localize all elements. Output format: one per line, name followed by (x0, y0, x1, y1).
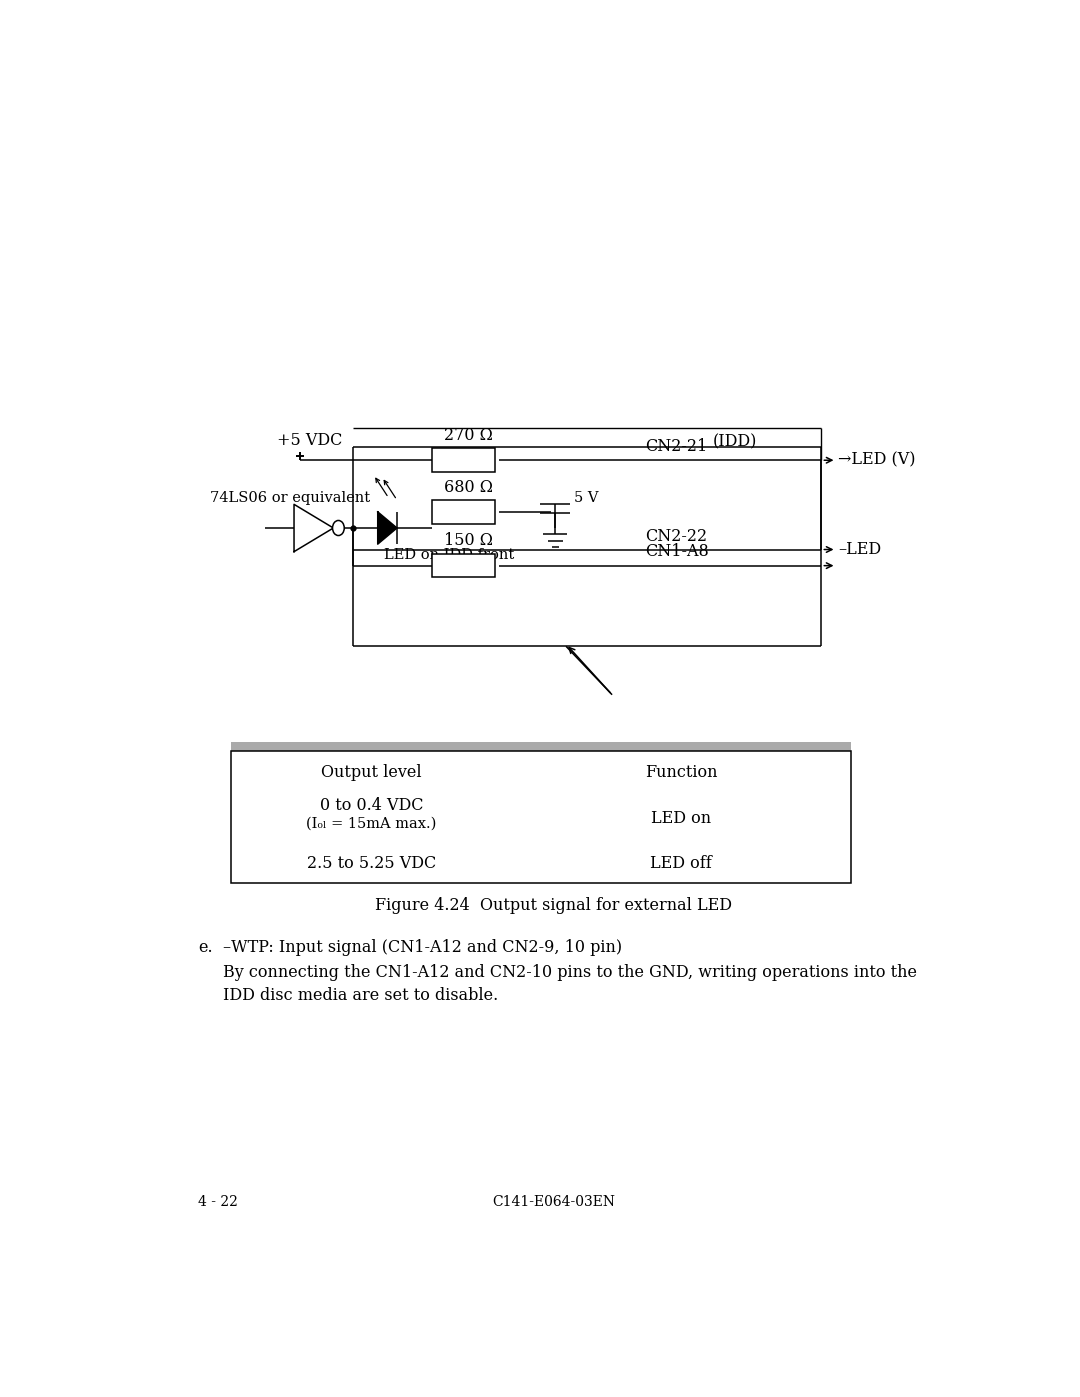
Text: +5 VDC: +5 VDC (278, 432, 342, 450)
Bar (432, 553, 495, 577)
Text: (IDD): (IDD) (713, 433, 757, 450)
Bar (432, 500, 495, 524)
Circle shape (333, 521, 345, 535)
Text: LED on IDD front: LED on IDD front (384, 548, 515, 562)
Text: CN2-22: CN2-22 (646, 528, 707, 545)
Text: IDD disc media are set to disable.: IDD disc media are set to disable. (222, 988, 498, 1004)
Text: →LED (V): →LED (V) (838, 451, 916, 469)
Bar (231, 750, 851, 883)
Text: By connecting the CN1-A12 and CN2-10 pins to the GND, writing operations into th: By connecting the CN1-A12 and CN2-10 pin… (222, 964, 917, 981)
Text: 4 - 22: 4 - 22 (198, 1196, 238, 1210)
Text: 150 Ω: 150 Ω (444, 532, 492, 549)
Text: LED off: LED off (650, 855, 712, 872)
Text: LED on: LED on (651, 810, 712, 827)
Text: C141-E064-03EN: C141-E064-03EN (492, 1196, 615, 1210)
Polygon shape (378, 511, 397, 545)
Text: Figure 4.24  Output signal for external LED: Figure 4.24 Output signal for external L… (375, 897, 732, 914)
Text: CN2-21: CN2-21 (646, 437, 707, 455)
Text: (Iₒₗ = 15mA max.): (Iₒₗ = 15mA max.) (307, 817, 436, 831)
Text: 5 V: 5 V (573, 490, 598, 504)
Text: –LED: –LED (838, 541, 881, 557)
Polygon shape (294, 504, 334, 552)
Text: Output level: Output level (321, 764, 422, 781)
Text: 2.5 to 5.25 VDC: 2.5 to 5.25 VDC (307, 855, 436, 872)
Text: e.: e. (198, 939, 213, 956)
Text: 74LS06 or equivalent: 74LS06 or equivalent (211, 490, 370, 504)
Text: 0 to 0.4 VDC: 0 to 0.4 VDC (320, 798, 423, 814)
Text: Function: Function (645, 764, 717, 781)
Text: 270 Ω: 270 Ω (444, 427, 492, 444)
Text: 680 Ω: 680 Ω (444, 479, 492, 496)
Text: –WTP: Input signal (CN1-A12 and CN2-9, 10 pin): –WTP: Input signal (CN1-A12 and CN2-9, 1… (222, 939, 622, 956)
Text: CN1-A8: CN1-A8 (646, 543, 710, 560)
Bar (231, 742, 851, 750)
Bar (432, 448, 495, 472)
